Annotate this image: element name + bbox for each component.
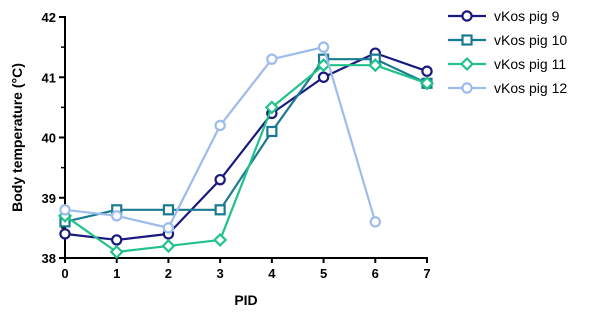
series-2 [59, 53, 433, 228]
x-tick-label: 1 [113, 266, 120, 281]
data-point [162, 222, 175, 234]
y-tick-label: 38 [42, 251, 56, 266]
y-axis-title: Body temperature (°C) [9, 63, 25, 212]
legend-marker [459, 56, 475, 72]
data-point [266, 125, 278, 138]
series-3 [57, 58, 435, 260]
series-4 [59, 41, 381, 234]
x-tick-label: 0 [61, 266, 68, 281]
y-tick-label: 39 [42, 191, 56, 206]
data-point [111, 234, 123, 246]
legend-marker [461, 34, 473, 46]
legend-item: vKos pig 10 [448, 32, 567, 48]
legend: vKos pig 9 vKos pig 10 vKos pig 11 vKos pig… [448, 8, 567, 96]
data-point [266, 53, 278, 65]
data-point [419, 76, 435, 91]
data-point [317, 41, 330, 53]
legend-item: vKos pig 12 [448, 80, 567, 96]
legend-item: vKos pig 11 [448, 56, 566, 72]
x-axis-title: PID [234, 292, 257, 308]
x-tick-label: 7 [423, 266, 430, 281]
data-point [368, 58, 383, 73]
y-tick-label: 41 [42, 70, 56, 85]
data-point [369, 216, 381, 228]
data-point [161, 238, 176, 254]
legend-label: vKos pig 9 [494, 8, 560, 24]
data-point [59, 204, 71, 216]
legend-label: vKos pig 10 [494, 32, 567, 48]
data-point [214, 173, 226, 186]
x-tick-label: 6 [372, 266, 379, 281]
y-tick-label: 42 [42, 10, 56, 25]
x-tick-label: 5 [320, 266, 327, 281]
legend-marker [461, 82, 473, 94]
series-line [64, 52, 428, 242]
axes: 0 1 2 3 4 5 6 7 38 39 40 41 42 [42, 10, 431, 281]
y-tick-label: 40 [42, 131, 56, 146]
data-point [421, 65, 433, 77]
legend-marker [461, 10, 473, 22]
x-tick-label: 3 [217, 266, 224, 281]
data-point [109, 244, 124, 260]
data-point [264, 100, 279, 115]
data-point [213, 232, 228, 247]
legend-item: vKos pig 9 [448, 8, 560, 24]
data-point [317, 71, 330, 83]
legend-label: vKos pig 11 [494, 56, 566, 72]
data-point [214, 204, 226, 216]
data-point [214, 119, 226, 132]
data-point [111, 210, 123, 222]
data-point [162, 204, 175, 216]
x-tick-label: 4 [268, 266, 276, 281]
data-point [59, 228, 71, 240]
series-line [64, 58, 428, 223]
x-tick-label: 2 [165, 266, 172, 281]
legend-label: vKos pig 12 [494, 80, 567, 96]
series-line [64, 64, 428, 254]
series-layer [57, 41, 435, 260]
